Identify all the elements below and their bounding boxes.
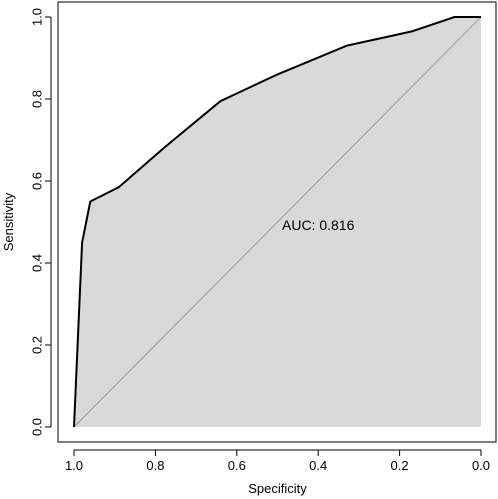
x-tick-label: 0.6 (228, 458, 246, 473)
y-tick-label: 0.8 (30, 90, 45, 108)
y-axis: 0.0 0.2 0.4 0.6 0.8 1.0 (30, 8, 52, 436)
x-axis-title: Specificity (248, 481, 307, 496)
roc-curve (73, 16, 481, 428)
x-tick-label: 1.0 (65, 458, 83, 473)
y-tick-label: 1.0 (30, 8, 45, 26)
x-tick-label: 0.0 (472, 458, 490, 473)
y-tick-label: 0.0 (30, 418, 45, 436)
y-axis-title: Sensitivity (1, 192, 16, 251)
x-axis: 1.0 0.8 0.6 0.4 0.2 0.0 (65, 449, 490, 473)
x-tick-label: 0.2 (391, 458, 409, 473)
x-tick-label: 0.4 (309, 458, 327, 473)
reference-diagonal (73, 16, 482, 428)
x-tick-label: 0.8 (146, 458, 164, 473)
y-tick-label: 0.6 (30, 172, 45, 190)
y-tick-label: 0.2 (30, 336, 45, 354)
plot-frame (57, 1, 497, 443)
y-tick-label: 0.4 (30, 254, 45, 272)
auc-annotation: AUC: 0.816 (282, 217, 355, 233)
